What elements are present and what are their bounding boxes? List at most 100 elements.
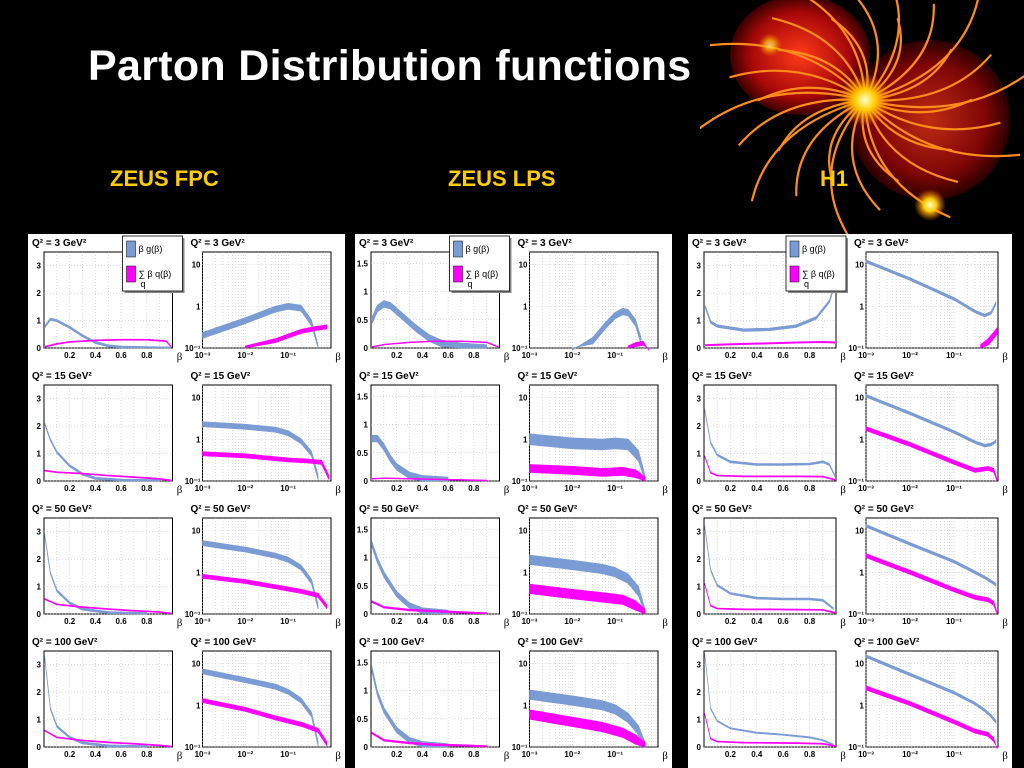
x-tick-label: 10⁻¹ xyxy=(607,484,623,493)
quark-band xyxy=(627,340,649,352)
q2-label: Q² = 3 GeV² xyxy=(854,238,909,249)
q2-label: Q² = 15 GeV² xyxy=(32,371,92,382)
legend-label-quark-sub: q xyxy=(468,279,473,289)
y-tick-label: 3 xyxy=(697,661,702,670)
x-axis-label: β xyxy=(177,617,183,629)
q2-label: Q² = 100 GeV² xyxy=(359,637,425,648)
y-tick-label: 2 xyxy=(697,688,702,697)
y-tick-label: 10 xyxy=(855,261,864,270)
q2-label: Q² = 3 GeV² xyxy=(191,238,246,249)
x-axis-label: β xyxy=(335,484,341,496)
quark-band xyxy=(44,469,172,482)
x-tick-label: 0.8 xyxy=(141,617,153,626)
x-tick-label: 10⁻¹ xyxy=(280,750,296,759)
y-tick-label: 0 xyxy=(364,477,369,486)
y-tick-label: 1 xyxy=(364,687,369,696)
y-tick-label: 1 xyxy=(37,583,42,592)
x-tick-label: 0.6 xyxy=(443,351,455,360)
x-tick-label: 0.6 xyxy=(443,617,455,626)
quark-band xyxy=(529,464,646,482)
q2-label: Q² = 3 GeV² xyxy=(359,238,414,249)
x-tick-label: 0.6 xyxy=(443,484,455,493)
legend-label-gluon: β g(β) xyxy=(139,244,163,254)
gluon-band xyxy=(865,523,997,587)
x-tick-label: 0.4 xyxy=(751,484,763,493)
y-tick-label: 0.5 xyxy=(357,316,369,325)
x-tick-label: 0.4 xyxy=(751,351,763,360)
q2-label: Q² = 100 GeV² xyxy=(518,637,584,648)
y-tick-label: 10 xyxy=(855,660,864,669)
x-tick-label: 0.2 xyxy=(64,484,76,493)
gluon-band xyxy=(372,300,487,349)
y-tick-label: 0.5 xyxy=(357,582,369,591)
quark-band xyxy=(980,327,998,349)
x-tick-label: 0.8 xyxy=(141,750,153,759)
gluon-band xyxy=(202,540,319,610)
x-tick-label: 10⁻² xyxy=(564,617,580,626)
y-tick-label: 10⁻¹ xyxy=(512,743,528,752)
y-tick-label: 0.5 xyxy=(357,715,369,724)
y-tick-label: 3 xyxy=(697,528,702,537)
y-tick-label: 1 xyxy=(697,716,702,725)
x-tick-label: 0.6 xyxy=(778,484,790,493)
x-tick-label: 0.6 xyxy=(116,351,128,360)
x-tick-label: 10⁻¹ xyxy=(607,617,623,626)
q2-label: Q² = 100 GeV² xyxy=(32,637,98,648)
x-tick-label: 10⁻³ xyxy=(522,750,538,759)
y-tick-label: 10 xyxy=(855,394,864,403)
y-tick-label: 10 xyxy=(192,261,201,270)
x-tick-label: 0.8 xyxy=(804,750,816,759)
y-tick-label: 0 xyxy=(697,344,702,353)
x-tick-label: 0.6 xyxy=(116,617,128,626)
x-axis-label: β xyxy=(662,484,668,496)
x-tick-label: 10⁻³ xyxy=(858,351,874,360)
quark-band xyxy=(704,713,835,747)
q2-label: Q² = 15 GeV² xyxy=(692,371,752,382)
x-tick-label: 0.2 xyxy=(64,617,76,626)
y-tick-label: 0 xyxy=(697,477,702,486)
x-axis-label: β xyxy=(335,617,341,629)
y-tick-label: 2 xyxy=(697,289,702,298)
x-axis-label: β xyxy=(335,351,341,363)
quark-band xyxy=(202,698,328,747)
y-tick-label: 10⁻¹ xyxy=(848,743,864,752)
gluon-band xyxy=(202,302,319,349)
firework-ornament-icon xyxy=(700,0,1024,236)
y-tick-label: 0 xyxy=(697,610,702,619)
y-tick-label: 1 xyxy=(697,583,702,592)
y-tick-label: 0 xyxy=(37,743,42,752)
x-tick-label: 10⁻¹ xyxy=(946,484,962,493)
x-tick-label: 10⁻² xyxy=(564,484,580,493)
quark-band xyxy=(372,477,487,482)
quark-band xyxy=(202,451,330,480)
x-tick-label: 0.2 xyxy=(391,351,403,360)
y-tick-label: 1.5 xyxy=(357,259,369,268)
x-tick-label: 0.6 xyxy=(443,750,455,759)
x-tick-label: 0.6 xyxy=(116,484,128,493)
page-title: Parton Distribution functions xyxy=(88,42,692,90)
x-tick-label: 10⁻² xyxy=(902,351,918,360)
x-axis-label: β xyxy=(1002,484,1008,496)
y-tick-label: 10 xyxy=(855,527,864,536)
y-tick-label: 10⁻¹ xyxy=(512,344,528,353)
gluon-band xyxy=(865,259,997,318)
x-tick-label: 10⁻³ xyxy=(522,617,538,626)
legend-label-quark: ∑ β q(β) xyxy=(466,269,499,279)
x-tick-label: 0.4 xyxy=(751,750,763,759)
x-tick-label: 0.4 xyxy=(417,351,429,360)
y-tick-label: 1 xyxy=(196,701,201,710)
y-tick-label: 1.5 xyxy=(357,392,369,401)
plot-frame xyxy=(202,650,332,748)
gluon-band xyxy=(202,421,319,481)
q2-label: Q² = 50 GeV² xyxy=(191,504,251,515)
gluon-band xyxy=(202,668,319,747)
quark-band xyxy=(44,597,172,615)
x-tick-label: 0.2 xyxy=(64,351,76,360)
y-tick-label: 10⁻¹ xyxy=(848,477,864,486)
quark-band xyxy=(245,324,328,349)
x-tick-label: 0.2 xyxy=(725,351,737,360)
ornament-blob xyxy=(730,0,870,115)
x-tick-label: 0.2 xyxy=(391,484,403,493)
x-tick-label: 0.8 xyxy=(804,351,816,360)
gluon-band xyxy=(44,422,160,482)
